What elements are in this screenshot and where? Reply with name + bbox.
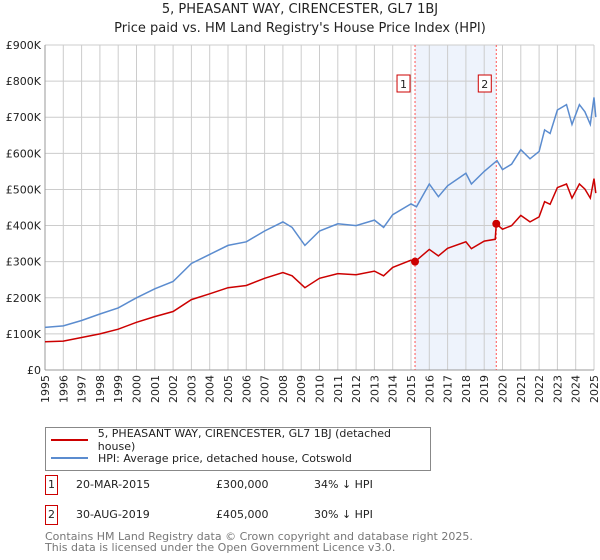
legend-item-hpi: HPI: Average price, detached house, Cots…	[51, 450, 352, 466]
y-tick-label: £100K	[6, 328, 42, 341]
shaded-period	[415, 45, 497, 370]
transaction-date: 20-MAR-2015	[76, 478, 151, 491]
y-tick-label: £0	[27, 364, 41, 377]
marker-label-box	[477, 74, 492, 93]
y-tick-label: £400K	[6, 220, 42, 233]
x-tick-label: 2000	[131, 375, 144, 403]
x-tick-label: 2024	[570, 375, 583, 403]
legend-label: HPI: Average price, detached house, Cots…	[98, 451, 352, 465]
x-tick-label: 2005	[222, 375, 235, 403]
chart-title: 5, PHEASANT WAY, CIRENCESTER, GL7 1BJ	[161, 2, 439, 17]
y-tick-label: £200K	[6, 292, 42, 305]
red-line-swatch	[51, 439, 88, 441]
transaction-delta: 34% ↓ HPI	[314, 478, 373, 491]
hpi-line	[44, 97, 597, 329]
x-tick-label: 2006	[240, 375, 253, 403]
x-tick-label: 2020	[497, 375, 510, 403]
transaction-delta: 30% ↓ HPI	[314, 508, 373, 521]
marker-label: 1	[400, 78, 407, 91]
sale-point-marker	[492, 219, 501, 228]
x-tick-label: 2002	[167, 375, 180, 403]
x-tick-label: 1999	[112, 375, 125, 403]
x-tick-label: 2013	[368, 375, 381, 403]
legend-label: 5, PHEASANT WAY, CIRENCESTER, GL7 1BJ (d…	[97, 427, 391, 453]
x-tick-label: 1995	[39, 375, 52, 403]
x-tick-label: 2004	[204, 375, 217, 403]
x-tick-label: 2018	[460, 375, 473, 403]
x-tick-label: 2003	[185, 375, 198, 403]
x-tick-label: 1998	[94, 375, 107, 403]
transaction-date: 30-AUG-2019	[76, 508, 150, 521]
x-tick-label: 2007	[259, 375, 272, 403]
x-tick-label: 2009	[295, 375, 308, 403]
x-tick-label: 2016	[423, 375, 436, 403]
y-tick-label: £300K	[6, 256, 42, 269]
marker-label: 2	[481, 78, 488, 91]
x-tick-label: 2021	[515, 375, 528, 403]
transaction-badge: 1	[45, 475, 58, 495]
footer: Contains HM Land Registry data © Crown c…	[45, 531, 473, 553]
x-tick-label: 2008	[277, 375, 290, 403]
x-tick-label: 2011	[332, 375, 345, 403]
x-tick-label: 2019	[478, 375, 491, 403]
transaction-price: £300,000	[216, 478, 269, 491]
y-tick-label: £500K	[6, 183, 42, 196]
y-tick-label: £800K	[6, 75, 42, 88]
x-tick-label: 2017	[442, 375, 455, 403]
price-paid-line	[44, 178, 597, 343]
chart-subtitle: Price paid vs. HM Land Registry's House …	[114, 21, 486, 36]
y-tick-label: £700K	[6, 111, 42, 124]
transaction-price: £405,000	[216, 508, 269, 521]
x-tick-label: 2015	[405, 375, 418, 403]
x-tick-label: 2001	[149, 375, 162, 403]
y-tick-label: £600K	[6, 147, 42, 160]
x-tick-label: 2022	[533, 375, 546, 403]
x-tick-label: 2012	[350, 375, 363, 403]
x-tick-label: 1997	[76, 375, 89, 403]
x-tick-label: 2014	[387, 375, 400, 403]
x-tick-label: 2023	[551, 375, 564, 403]
blue-line-swatch	[51, 457, 88, 459]
x-tick-label: 1996	[57, 375, 70, 403]
transaction-badge: 2	[45, 505, 58, 525]
sale-point-marker	[411, 257, 420, 266]
y-tick-label: £900K	[6, 39, 42, 52]
x-tick-label: 2025	[588, 375, 600, 403]
plot-area: £0 £100K £200K £300K £400K £500K £600K £700K £80…	[6, 39, 600, 403]
legend: 5, PHEASANT WAY, CIRENCESTER, GL7 1BJ (d…	[45, 427, 431, 471]
x-tick-label: 2010	[314, 375, 327, 403]
marker-label-box	[396, 74, 411, 93]
footer-licence: This data is licensed under the Open Gov…	[45, 541, 396, 554]
legend-item-property: 5, PHEASANT WAY, CIRENCESTER, GL7 1BJ (d…	[51, 427, 430, 453]
footer-copyright: Contains HM Land Registry data © Crown c…	[45, 530, 473, 543]
